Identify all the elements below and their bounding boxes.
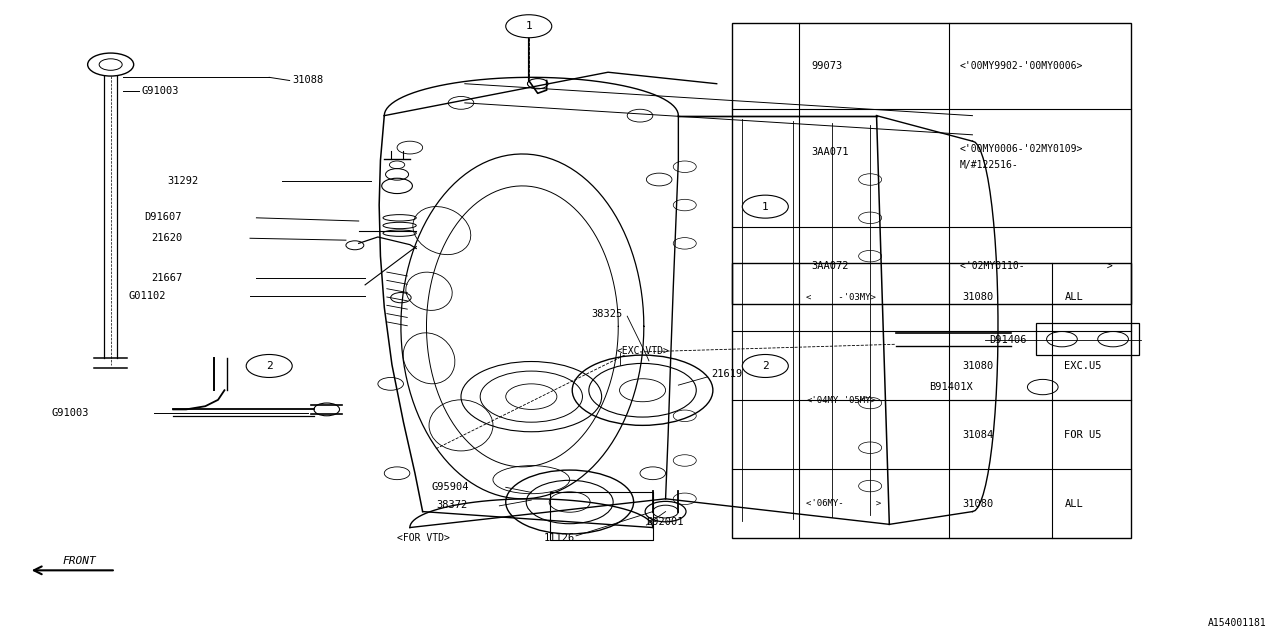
Text: 2: 2 <box>762 361 769 371</box>
Text: 3AA072: 3AA072 <box>812 260 849 271</box>
Text: 3AA071: 3AA071 <box>812 147 849 157</box>
Bar <box>732 23 1132 304</box>
Circle shape <box>742 195 788 218</box>
Text: ALL: ALL <box>1065 292 1083 302</box>
Text: 99073: 99073 <box>812 61 842 71</box>
Text: EXC.U5: EXC.U5 <box>1065 361 1102 371</box>
Text: 21667: 21667 <box>151 273 183 284</box>
Circle shape <box>742 355 788 378</box>
Text: D91607: D91607 <box>143 212 182 222</box>
Text: 38372: 38372 <box>436 500 468 510</box>
Circle shape <box>246 355 292 378</box>
Text: 21620: 21620 <box>151 233 183 243</box>
Text: A154001181: A154001181 <box>1208 618 1266 628</box>
Text: 2: 2 <box>266 361 273 371</box>
Text: <'00MY0006-'02MY0109>: <'00MY0006-'02MY0109> <box>960 144 1083 154</box>
Text: G95904: G95904 <box>431 482 468 492</box>
Text: M/#122516-: M/#122516- <box>960 160 1019 170</box>
Text: <EXC.VTD>: <EXC.VTD> <box>617 346 669 356</box>
Bar <box>732 262 1132 538</box>
Circle shape <box>506 15 552 38</box>
Text: <'00MY9902-'00MY0006>: <'00MY9902-'00MY0006> <box>960 61 1083 71</box>
Text: <'06MY-      >: <'06MY- > <box>806 499 882 508</box>
Text: 38325: 38325 <box>591 308 622 319</box>
Text: 31084: 31084 <box>963 430 993 440</box>
Text: 1: 1 <box>762 202 769 212</box>
Text: ALL: ALL <box>1065 499 1083 509</box>
Text: 31080: 31080 <box>963 499 993 509</box>
Text: 11126: 11126 <box>544 533 575 543</box>
Text: G01102: G01102 <box>128 291 166 301</box>
Text: 31292: 31292 <box>166 176 198 186</box>
Text: FRONT: FRONT <box>61 556 96 566</box>
Text: 31080: 31080 <box>963 292 993 302</box>
Text: B92001: B92001 <box>646 517 684 527</box>
Text: 31080: 31080 <box>963 361 993 371</box>
Text: FOR U5: FOR U5 <box>1065 430 1102 440</box>
Bar <box>1037 323 1139 355</box>
Text: B91401X: B91401X <box>929 382 973 392</box>
Text: 1: 1 <box>525 21 532 31</box>
Text: 31088: 31088 <box>292 75 324 85</box>
Text: 21619: 21619 <box>712 369 742 380</box>
Text: <'02MY0110-              >: <'02MY0110- > <box>960 260 1112 271</box>
Text: <'04MY-'05MY>: <'04MY-'05MY> <box>806 396 876 405</box>
Text: <FOR VTD>: <FOR VTD> <box>397 533 451 543</box>
Text: D91406: D91406 <box>989 335 1027 346</box>
Text: G91003: G91003 <box>51 408 90 417</box>
Text: <     -'03MY>: < -'03MY> <box>806 292 876 301</box>
Text: G91003: G91003 <box>141 86 179 96</box>
